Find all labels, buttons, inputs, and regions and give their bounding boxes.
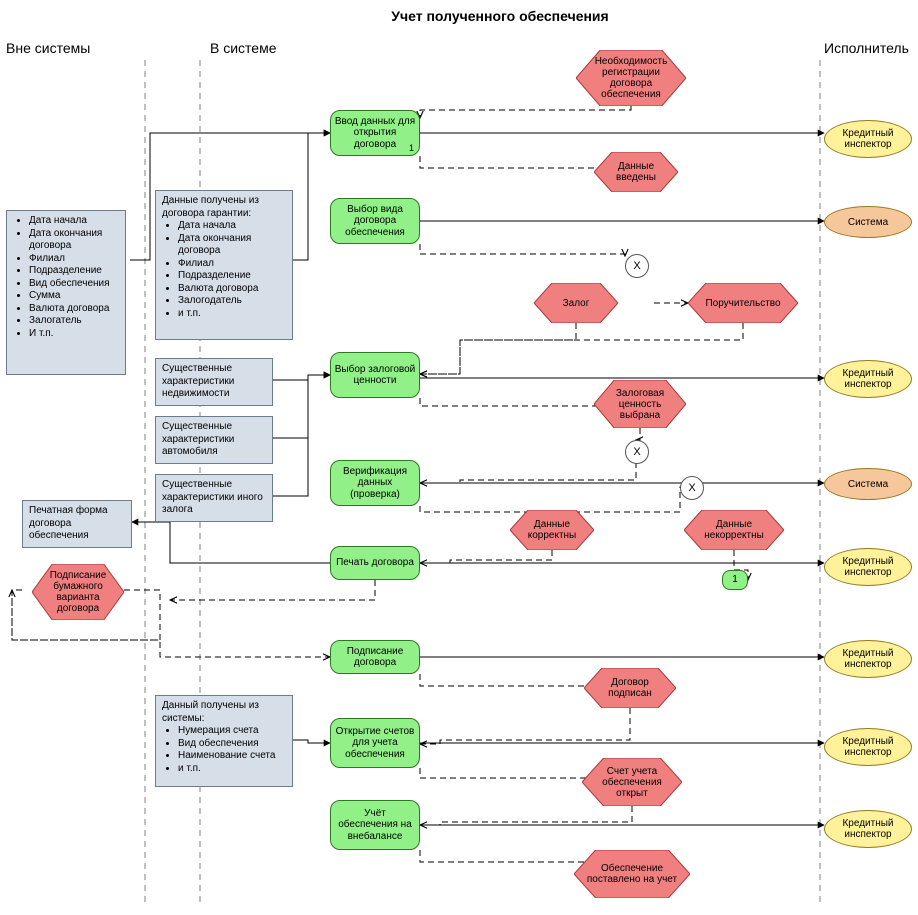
process-enter_data: Ввод данных для открытия договора1 <box>330 110 420 156</box>
process-offbalance: Учёт обеспечения на внебалансе <box>330 800 420 850</box>
process-label: Учёт обеспечения на внебалансе <box>333 808 417 843</box>
event-label: Необходимость регистрации договора обесп… <box>576 50 686 106</box>
event-sign_paper: Подписание бумажного варианта договора <box>32 564 124 620</box>
event-ok: Данные корректны <box>510 510 594 550</box>
note-item: Вид обеспечения <box>29 278 119 291</box>
event-zalog: Залог <box>534 283 618 323</box>
event-label: Договор подписан <box>584 668 676 708</box>
note-title: Данные получены из договора гарантии: <box>162 195 286 220</box>
event-label: Залог <box>534 283 618 323</box>
note-item: И т.п. <box>29 328 119 341</box>
executor-label: Система <box>848 479 888 490</box>
event-label: Счет учета обеспечения открыт <box>582 758 682 806</box>
diagram-stage: Учет полученного обеспечения Вне системы… <box>0 0 918 915</box>
process-label: Открытие счетов для учета обеспечения <box>333 726 417 761</box>
note-list: Дата началаДата окончания договораФилиал… <box>162 220 286 320</box>
event-label: Данные корректны <box>510 510 594 550</box>
note-item: Дата начала <box>178 220 286 233</box>
process-open_acc: Открытие счетов для учета обеспечения <box>330 718 420 768</box>
executor-e6: Кредитный инспектор <box>824 640 912 678</box>
event-signed: Договор подписан <box>584 668 676 708</box>
note-item: Филиал <box>178 258 286 271</box>
executor-label: Кредитный инспектор <box>825 736 911 758</box>
process-label: Печать договора <box>336 557 414 569</box>
executor-e5: Кредитный инспектор <box>824 548 912 586</box>
note-auto: Существенные характеристики автомобиля <box>155 416 273 464</box>
note-item: Валюта договора <box>178 283 286 296</box>
note-item: и т.п. <box>178 308 286 321</box>
process-label: Подписание договора <box>333 646 417 669</box>
process-tag: 1 <box>409 143 414 153</box>
note-item: Наименование счета <box>178 750 286 763</box>
process-label: Ввод данных для открытия договора <box>333 116 417 151</box>
note-other: Существенные характеристики иного залога <box>155 474 273 522</box>
process-ref-1: 1 <box>722 570 748 590</box>
event-label: Данные некорректны <box>684 510 784 550</box>
note-item: Залогодатель <box>178 295 286 308</box>
event-label: Залоговая ценность выбрана <box>594 380 686 428</box>
executor-e8: Кредитный инспектор <box>824 810 912 848</box>
event-acc_opened: Счет учета обеспечения открыт <box>582 758 682 806</box>
diagram-title: Учет полученного обеспечения <box>350 8 650 24</box>
note-item: Валюта договора <box>29 303 119 316</box>
gateway-g_type: X <box>625 254 649 278</box>
executor-label: Кредитный инспектор <box>825 556 911 578</box>
executor-label: Система <box>848 217 888 228</box>
event-need_reg: Необходимость регистрации договора обесп… <box>576 50 686 106</box>
event-label: Данные введены <box>594 152 678 192</box>
note-print_form: Печатная форма договора обеспечения <box>22 500 132 548</box>
note-list: Дата началаДата окончания договораФилиал… <box>13 215 119 340</box>
executor-e7: Кредитный инспектор <box>824 728 912 766</box>
note-item: Нумерация счета <box>178 725 286 738</box>
event-entered: Данные введены <box>594 152 678 192</box>
edges-layer <box>0 0 918 915</box>
process-label: Выбор вида договора обеспечения <box>333 204 417 239</box>
process-print: Печать договора <box>330 546 420 580</box>
note-title: Данный получены из системы: <box>162 700 286 725</box>
event-label: Поручительство <box>688 283 798 323</box>
note-item: Дата окончания договора <box>29 228 119 253</box>
process-sign: Подписание договора <box>330 640 420 674</box>
note-item: Дата окончания договора <box>178 233 286 258</box>
note-accounts: Данный получены из системы:Нумерация сче… <box>155 695 293 787</box>
note-item: Дата начала <box>29 215 119 228</box>
gateway-g_pledge: X <box>625 440 649 464</box>
event-pledge_sel: Залоговая ценность выбрана <box>594 380 686 428</box>
note-item: Филиал <box>29 253 119 266</box>
note-item: и т.п. <box>178 763 286 776</box>
executor-e1: Кредитный инспектор <box>824 120 912 158</box>
note-real_estate: Существенные характеристики недвижимости <box>155 358 273 406</box>
note-inside_main: Данные получены из договора гарантии:Дат… <box>155 190 293 340</box>
process-choose_type: Выбор вида договора обеспечения <box>330 198 420 244</box>
note-item: Подразделение <box>178 270 286 283</box>
col-header-exec: Исполнитель <box>824 40 909 56</box>
note-outside_main: Дата началаДата окончания договораФилиал… <box>6 210 126 375</box>
process-verify: Верификация данных (проверка) <box>330 460 420 506</box>
executor-label: Кредитный инспектор <box>825 128 911 150</box>
col-header-inside: В системе <box>210 40 277 56</box>
executor-e4: Система <box>824 468 912 500</box>
col-header-outside: Вне системы <box>6 40 90 56</box>
process-label: Верификация данных (проверка) <box>333 466 417 501</box>
note-item: Подразделение <box>29 265 119 278</box>
note-item: Вид обеспечения <box>178 738 286 751</box>
event-label: Обеспечение поставлено на учет <box>574 850 690 898</box>
executor-label: Кредитный инспектор <box>825 368 911 390</box>
event-bad: Данные некорректны <box>684 510 784 550</box>
event-poruch: Поручительство <box>688 283 798 323</box>
event-on_record: Обеспечение поставлено на учет <box>574 850 690 898</box>
process-choose_pledge: Выбор залоговой ценности <box>330 352 420 398</box>
executor-label: Кредитный инспектор <box>825 818 911 840</box>
executor-e3: Кредитный инспектор <box>824 360 912 398</box>
gateway-g_verify: X <box>680 476 704 500</box>
note-item: Залогатель <box>29 315 119 328</box>
process-label: Выбор залоговой ценности <box>333 364 417 387</box>
event-label: Подписание бумажного варианта договора <box>32 564 124 620</box>
executor-e2: Система <box>824 206 912 238</box>
note-item: Сумма <box>29 290 119 303</box>
note-list: Нумерация счетаВид обеспеченияНаименован… <box>162 725 286 775</box>
executor-label: Кредитный инспектор <box>825 648 911 670</box>
